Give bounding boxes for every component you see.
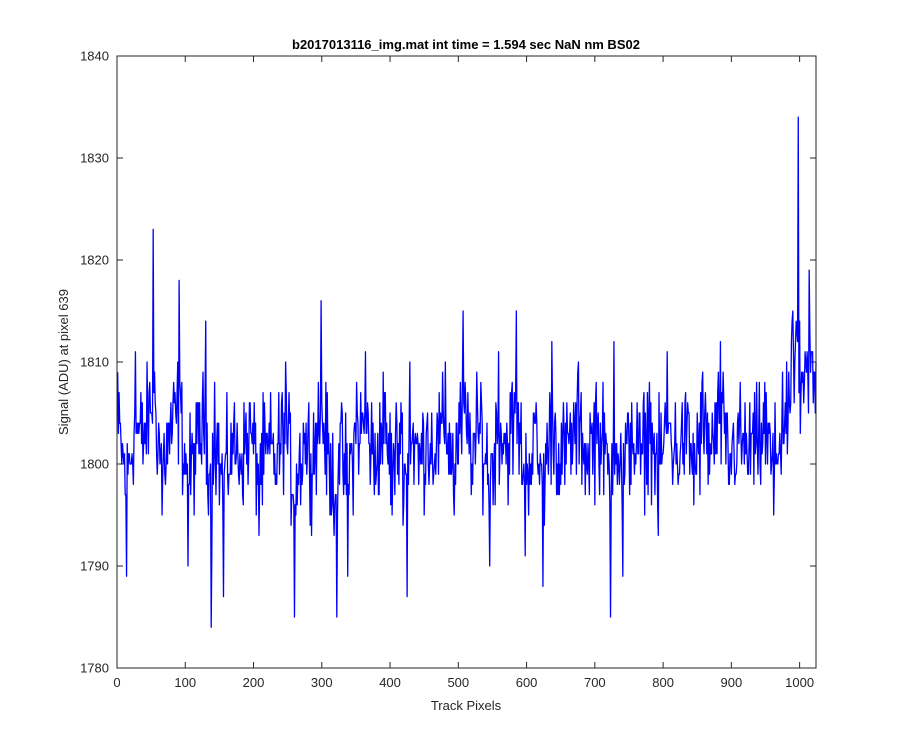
x-tick-label: 200 (243, 675, 265, 690)
y-tick-label: 1810 (80, 355, 109, 370)
x-axis-label: Track Pixels (431, 698, 502, 713)
y-tick-label: 1780 (80, 661, 109, 676)
x-tick-label: 1000 (785, 675, 814, 690)
x-tick-label: 400 (379, 675, 401, 690)
x-tick-label: 700 (584, 675, 606, 690)
x-tick-label: 900 (721, 675, 743, 690)
x-tick-label: 600 (516, 675, 538, 690)
x-tick-label: 300 (311, 675, 333, 690)
x-tick-label: 800 (652, 675, 674, 690)
chart-title: b2017013116_img.mat int time = 1.594 sec… (292, 37, 640, 52)
plot-frame (116, 55, 817, 669)
x-tick-label: 500 (447, 675, 469, 690)
x-axis-ticks: 0 100 200 300 400 500 600 700 800 900 1000 (113, 56, 814, 690)
y-tick-label: 1830 (80, 151, 109, 166)
y-tick-label: 1840 (80, 49, 109, 64)
y-tick-label: 1820 (80, 253, 109, 268)
y-axis-label: Signal (ADU) at pixel 639 (56, 289, 71, 435)
plot-area (117, 56, 816, 668)
x-tick-label: 100 (174, 675, 196, 690)
y-tick-label: 1800 (80, 457, 109, 472)
signal-series-line (117, 116, 817, 628)
y-tick-label: 1790 (80, 559, 109, 574)
x-tick-label: 0 (113, 675, 120, 690)
